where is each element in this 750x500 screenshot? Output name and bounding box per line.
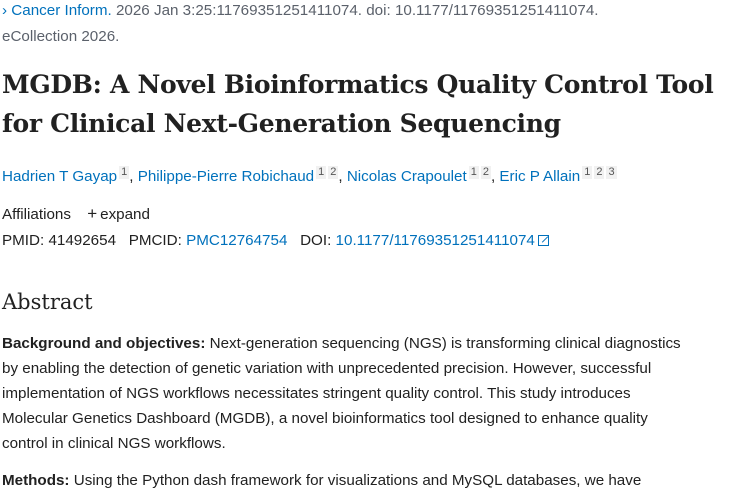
abstract-methods-line: Methods: Using the Python dash framework… — [2, 472, 641, 489]
citation-ecollection: eCollection 2026. — [2, 28, 120, 45]
affiliation-ref[interactable]: 2 — [480, 166, 491, 179]
identifiers-row: PMID: 41492654 PMCID: PMC12764754 DOI: 1… — [2, 232, 549, 249]
journal-link[interactable]: Cancer Inform. — [11, 2, 112, 19]
citation-details: 2026 Jan 3:25:11769351251411074. doi: 10… — [111, 2, 599, 19]
background-label: Background and objectives: — [2, 335, 206, 352]
doi-label: DOI: — [300, 232, 332, 249]
expand-label: expand — [100, 206, 150, 223]
author-link[interactable]: Philippe-Pierre Robichaud — [137, 168, 315, 185]
abstract-background-line: control in clinical NGS workflows. — [2, 435, 226, 452]
expand-affiliations-button[interactable]: + expand — [75, 204, 150, 223]
affiliation-ref[interactable]: 2 — [328, 166, 339, 179]
pmid-value: 41492654 — [48, 232, 117, 249]
abstract-text: Next-generation sequencing (NGS) is tran… — [205, 335, 681, 352]
affiliation-ref[interactable]: 3 — [606, 166, 617, 179]
chevron-right-icon[interactable]: › — [2, 2, 8, 19]
pmid-label: PMID: — [2, 232, 45, 249]
affiliation-ref[interactable]: 2 — [594, 166, 605, 179]
pmcid-label: PMCID: — [128, 232, 182, 249]
doi-link[interactable]: 10.1177/11769351251411074 — [335, 232, 535, 249]
affiliation-ref[interactable]: 1 — [468, 166, 479, 179]
methods-label: Methods: — [2, 472, 70, 489]
author-link[interactable]: Hadrien T Gayap — [2, 168, 118, 185]
affiliations-row: Affiliations + expand — [2, 204, 150, 224]
pmcid-link[interactable]: PMC12764754 — [186, 232, 288, 249]
author-link[interactable]: Eric P Allain — [499, 168, 581, 185]
affiliation-ref[interactable]: 1 — [316, 166, 327, 179]
author-link[interactable]: Nicolas Crapoulet — [346, 168, 467, 185]
plus-icon: + — [87, 204, 98, 223]
affiliation-ref[interactable]: 1 — [119, 166, 130, 179]
abstract-background-line: Background and objectives: Next-generati… — [2, 335, 681, 352]
affiliation-ref[interactable]: 1 — [582, 166, 593, 179]
article-title-line-2: for Clinical Next-Generation Sequencing — [2, 109, 561, 138]
external-link-icon[interactable] — [537, 235, 549, 246]
citation: › Cancer Inform. 2026 Jan 3:25:117693512… — [2, 2, 599, 19]
abstract-heading: Abstract — [2, 290, 93, 314]
abstract-background-line: by enabling the detection of genetic var… — [2, 360, 652, 377]
authors-list: Hadrien T Gayap 1, Philippe-Pierre Robich… — [2, 166, 617, 185]
abstract-background-line: Molecular Genetics Dashboard (MGDB), a n… — [2, 410, 648, 427]
article-title-line-1: MGDB: A Novel Bioinformatics Quality Con… — [2, 70, 714, 99]
abstract-text: Using the Python dash framework for visu… — [69, 472, 642, 489]
affiliations-label: Affiliations — [2, 206, 71, 223]
abstract-background-line: implementation of NGS workflows necessit… — [2, 385, 631, 402]
